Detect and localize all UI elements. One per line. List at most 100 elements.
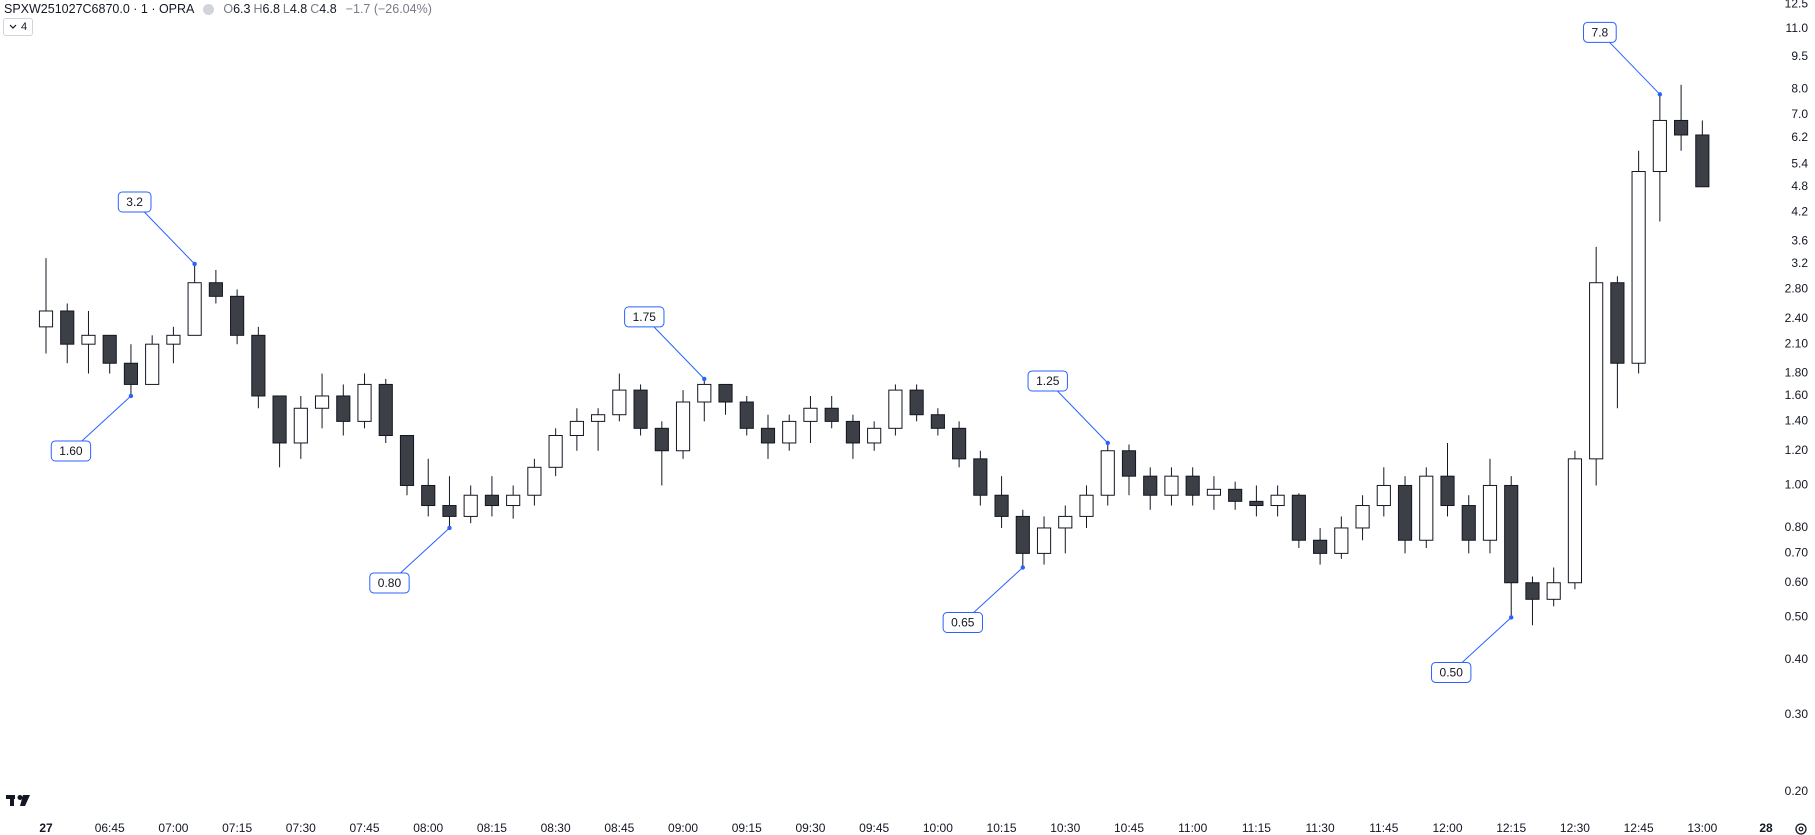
x-tick-label: 09:30 xyxy=(795,821,825,835)
candle-body xyxy=(506,494,521,507)
callout-point xyxy=(128,393,134,399)
callout-point xyxy=(1657,92,1663,97)
candle-body xyxy=(1270,494,1285,507)
status-dot xyxy=(203,3,215,15)
y-tick-label: 8.0 xyxy=(1791,82,1808,96)
ohlc-value: 6.8 xyxy=(262,2,280,16)
candle-body xyxy=(1334,527,1349,554)
tradingview-logo xyxy=(6,795,30,806)
candle-body xyxy=(378,383,393,437)
candle-body xyxy=(1674,119,1689,136)
price-callout: 1.25 xyxy=(1027,370,1068,392)
candle-body xyxy=(591,414,606,422)
candle-body xyxy=(60,310,75,345)
y-tick-label: 3.6 xyxy=(1791,234,1808,248)
candle-body xyxy=(1036,527,1052,554)
x-tick-label: 28 xyxy=(1759,821,1773,835)
ohlc-values: O6.3 H6.8 L4.8 C4.8 xyxy=(223,2,339,16)
candle-body xyxy=(1376,484,1391,507)
x-tick-label: 10:30 xyxy=(1050,821,1080,835)
y-tick-label: 0.80 xyxy=(1785,520,1809,534)
settings-icon[interactable] xyxy=(1795,823,1807,835)
candle-body xyxy=(569,420,584,437)
ohlc-key: H xyxy=(253,2,263,16)
candle-body xyxy=(824,407,839,422)
callout-label: 3.2 xyxy=(126,195,143,209)
y-tick-label: 0.50 xyxy=(1785,610,1809,624)
candle-body xyxy=(1185,475,1200,496)
candle-body xyxy=(1504,484,1519,584)
y-tick-label: 7.0 xyxy=(1791,107,1808,121)
candle-body xyxy=(421,484,436,507)
candle-body xyxy=(1525,582,1540,600)
y-tick-label: 0.40 xyxy=(1785,652,1809,666)
x-tick-label: 09:00 xyxy=(668,821,698,835)
y-tick-label: 6.2 xyxy=(1791,130,1808,144)
candle-body xyxy=(1482,484,1498,541)
candle-body xyxy=(994,494,1009,517)
y-tick-label: 0.70 xyxy=(1785,546,1809,560)
y-tick-label: 1.40 xyxy=(1785,414,1809,428)
callout-label: 7.8 xyxy=(1592,25,1609,39)
callout-label: 1.75 xyxy=(633,310,657,324)
x-tick-label: 07:30 xyxy=(286,821,316,835)
x-tick-label: 09:15 xyxy=(732,821,762,835)
candle-body xyxy=(1397,484,1413,541)
candle-body xyxy=(145,343,160,385)
candle-body xyxy=(633,389,648,429)
change: −1.7 (−26.04%) xyxy=(345,2,432,16)
x-tick-label: 11:00 xyxy=(1178,821,1207,835)
candle-body xyxy=(1100,450,1115,496)
candle-body xyxy=(1058,515,1073,529)
candle-body xyxy=(314,395,330,409)
x-tick-label: 07:15 xyxy=(222,821,252,835)
candle-body xyxy=(463,494,478,517)
symbol[interactable]: SPXW251027C6870.0 · 1 · OPRA xyxy=(4,2,195,16)
candle-body xyxy=(293,407,308,444)
callout-box xyxy=(117,191,152,213)
candle-body xyxy=(845,420,861,444)
candle-body xyxy=(1313,539,1328,554)
candle-body xyxy=(675,401,691,452)
callout-box xyxy=(942,611,983,633)
callout-label: 1.60 xyxy=(59,444,83,458)
callout-box xyxy=(1431,661,1472,683)
candle-body xyxy=(1419,475,1434,541)
y-tick-label: 2.80 xyxy=(1785,282,1809,296)
x-tick-label: 27 xyxy=(39,821,53,835)
y-tick-label: 12.5 xyxy=(1785,0,1809,11)
candle-body xyxy=(1015,515,1030,554)
indicator-count: 4 xyxy=(21,21,28,33)
y-tick-label: 9.5 xyxy=(1791,49,1808,63)
y-tick-label: 2.10 xyxy=(1785,336,1809,350)
y-tick-label: 3.2 xyxy=(1791,256,1808,270)
x-tick-label: 10:15 xyxy=(987,821,1017,835)
callout-box xyxy=(369,572,410,594)
indicator-toggle[interactable]: 4 xyxy=(3,18,34,36)
candle-body xyxy=(973,458,988,496)
callout-box xyxy=(50,440,92,462)
candle-body xyxy=(782,420,797,444)
candle-body xyxy=(357,383,372,422)
x-tick-label: 10:45 xyxy=(1114,821,1144,835)
candle-body xyxy=(739,401,754,429)
candle-body xyxy=(1652,119,1667,173)
candle-body xyxy=(272,395,287,444)
candle-body xyxy=(718,383,733,403)
candle-body xyxy=(81,334,96,345)
candle-body xyxy=(527,466,542,496)
candle-body xyxy=(123,362,139,385)
candle-body xyxy=(1164,475,1179,496)
price-callout: 0.50 xyxy=(1431,661,1472,683)
candle-body xyxy=(336,395,351,422)
candle-body xyxy=(484,494,500,507)
y-tick-label: 4.8 xyxy=(1791,179,1808,193)
candle-body xyxy=(102,334,117,364)
callout-label: 0.80 xyxy=(378,576,402,590)
candle-body xyxy=(867,427,882,444)
price-callout: 1.60 xyxy=(50,440,92,462)
candle-body xyxy=(1291,494,1306,541)
x-tick-label: 11:30 xyxy=(1306,821,1335,835)
y-tick-label: 1.80 xyxy=(1785,366,1809,380)
